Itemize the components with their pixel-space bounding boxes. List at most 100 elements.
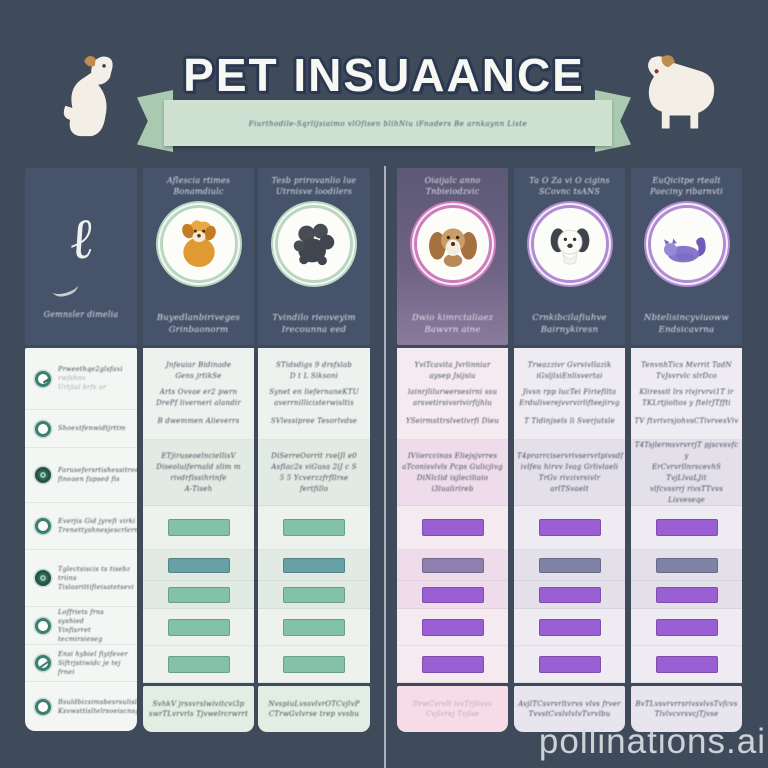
text-line: Tislasrittifieisatetsevi <box>58 582 134 591</box>
label-row: Loffriets frns syshied Yinfisrret tecmirs… <box>25 607 137 645</box>
rating-bar <box>421 519 484 536</box>
white-dog-icon <box>550 228 589 265</box>
text-line: TlvlvcvrsvcjTjvse <box>654 710 719 718</box>
dog-illustration-right <box>648 55 715 129</box>
text-line: TKLrtjioltos y ftelrJTffti <box>642 399 731 407</box>
rating-bar <box>167 655 230 673</box>
cell-text: ETjiruseoelnciellisV Diseoluifernald slim… <box>143 451 254 495</box>
text-line: AvjlTCsvrvrltvrvs vlvs frver <box>518 700 621 708</box>
text-line: Synet en liefernaneKTU <box>269 388 359 396</box>
text-line: Kliressit lrs rivjrvrvi1T ir <box>639 388 734 396</box>
label-row: Tglectsiscis ts tisebz triins Tislasritti… <box>25 550 137 607</box>
table-cell <box>397 581 508 609</box>
title-banner: Fiurthodile-Sqrlijsiaimo vlOfisen blihNi… <box>0 0 768 160</box>
table-cell <box>397 609 508 646</box>
text-line: 5 5 Ycverzzfrfllrse <box>279 473 349 482</box>
table-cell <box>258 609 370 646</box>
ring-icon <box>35 420 51 437</box>
text-line: Irecounna eed <box>281 325 347 335</box>
table-cell <box>397 506 508 550</box>
text-line: Prweethqe2glsfaxi <box>58 365 123 373</box>
label-row: Everjis Gid jyrefi virki Trenettyshnesjes… <box>25 503 137 550</box>
brand-badge <box>647 205 726 283</box>
text-line: Grinbaonorm <box>168 325 229 335</box>
brand-name: Crnkibcilafiuhve Bairnykiresn <box>532 312 606 336</box>
cell-text: YviTcavita Jvrlinniar aysep Jsijsiu lainrj… <box>397 360 508 427</box>
text-line: swrTLvrvrls Tjvwelrcrwrrt <box>148 710 249 718</box>
text-line: TenvnhTics Mvrrit TadN <box>641 361 732 369</box>
text-line: Cvjlvrej Tvjlse <box>425 710 480 718</box>
text-line: Bairnykiresn <box>540 325 599 335</box>
cell-text: DiSerreOorrit rvelJl e0 Asflac2s viGusa 2… <box>258 451 370 495</box>
table-cell <box>631 581 742 609</box>
text-line: T4TsjlermsvrvrrjT pjscvsvfc y <box>634 440 739 460</box>
cell-text: T4prarrciservrivservrlpivsdf ivlfeu hirvv… <box>514 451 625 495</box>
brand-name: Tvindilo rieoveyim Irecounna eed <box>272 312 355 336</box>
text-line: D t L Siksoni <box>289 372 339 380</box>
table-cell <box>631 550 742 581</box>
column-header: EuQicitpe rtealt Paeciny ribarnvti Nbteli… <box>631 168 742 345</box>
cell-text: STidsdigs 9 drsfslab D t L Siksoni Synet e… <box>258 360 370 427</box>
table-cell: Trwazzivr Gvrvivllazik iGsljlsiEnlisverta… <box>514 348 625 440</box>
text-line: Jivsn rpp lucTei Firiefilta <box>522 388 617 396</box>
rating-bar <box>167 557 230 573</box>
text-line: Erduliverejvvrvirlifteejirvg <box>519 399 620 407</box>
column-header-text: EuQicitpe rtealt Paeciny ribarnvti <box>650 175 723 197</box>
rating-bar <box>538 586 601 603</box>
text-line: YSeirmsttrslvetivrfi Dieu <box>405 417 500 425</box>
text-line: TrGv rivzivrsivlr <box>538 473 601 482</box>
table-cell: ETjiruseoelnciellisV Diseoluifernald slim… <box>143 440 254 506</box>
text-line: rwfshnv <box>58 374 86 382</box>
table-cell: DiSerreOorrit rvelJl e0 Asflac2s viGusa 2… <box>258 440 370 506</box>
text-line: Trenettyshnesjescrlernds <box>58 526 137 534</box>
table-cell <box>143 581 254 609</box>
rating-bar <box>421 655 484 673</box>
bottom-card: NvspiuLvssvlvrOTCvjlvP CTrwGvlvrse trep v… <box>258 686 370 732</box>
table-cell: Jnfeuiar Bidinade Gens jrtikSe Arts Ovvae … <box>143 348 254 440</box>
text-line: Crnkibcilafiuhve <box>532 313 607 323</box>
text-line: Ksvwsttisltelrsoeiscnsg <box>58 706 137 715</box>
ring-icon <box>35 518 51 534</box>
table-cell <box>514 506 625 550</box>
text-line: Bawvrn aine <box>424 325 481 335</box>
text-line: SCovnc tsANS <box>538 187 601 196</box>
text-line: Dwio kimrctaliaez <box>411 313 494 323</box>
table-cell <box>631 646 742 683</box>
rating-bar <box>283 557 345 573</box>
cell-text: Jnfeuiar Bidinade Gens jrtikSe Arts Ovvae … <box>143 360 254 427</box>
brown-puppy-icon <box>428 228 477 268</box>
text-line: DiSerreOorrit rvelJl e0 <box>271 451 357 460</box>
text-line: Utrnisve loodilers <box>275 187 353 196</box>
text-line: ivlfeu hirvv Ivag Grlivlaeli <box>520 462 619 471</box>
rating-bar <box>538 655 601 673</box>
table-cell <box>514 581 625 609</box>
table-cell: STidsdigs 9 drsfslab D t L Siksoni Synet e… <box>258 348 370 440</box>
rating-bar <box>655 557 718 573</box>
text-line: Urtjial krfs ar <box>58 383 107 391</box>
text-line: i3lualirireb <box>431 484 474 493</box>
table-cell <box>397 646 508 683</box>
text-line: Buyedlanbiriveges <box>156 313 241 323</box>
text-line: T Tidinjsels li Sverjutsle <box>524 417 615 425</box>
text-line: Nbtelisincyviuoww <box>644 313 729 323</box>
table-cell <box>258 506 370 550</box>
text-line: TvJsvrvlc slrDco <box>656 372 717 380</box>
text-line: Shoextfenwidtjrttm <box>58 424 126 432</box>
text-line: Asflac2s viGusa 2iJ c S <box>271 462 357 471</box>
label-text: BsuldbizsimsbesrsulislavluKsvwsttisltelr… <box>58 698 137 716</box>
label-row: Farusefersrtishessitree fineaen fapsed fi… <box>25 448 137 503</box>
column-header: Ta O Za vi O cigins SCovnc tsANS Crnkibci… <box>514 168 625 345</box>
ring-slash-icon <box>35 655 51 671</box>
text-line: B dwemmen Alieverrs <box>157 417 240 425</box>
text-line: DrePf liverneri alandir <box>156 399 241 407</box>
orange-dog-icon <box>181 220 216 268</box>
brand-column-1: Aflescia rtimes Bonamdiulc Buyedlanbirive… <box>143 168 254 732</box>
table-cell <box>143 646 254 683</box>
cell-text: Trwazzivr Gvrvivllazik iGsljlsiEnlisverta… <box>514 360 625 427</box>
bottom-card: DrwCvrvlt ivsTrjlivsv Cvjlvrej Tvjlse <box>397 686 508 732</box>
text-line: Loffriets frns syshied <box>58 607 104 625</box>
text-line: vlfcvssrrj rivsTTvvs <box>649 484 724 493</box>
table-cell <box>258 646 370 683</box>
brand-badge <box>413 205 492 283</box>
swirl-icon <box>35 570 51 586</box>
